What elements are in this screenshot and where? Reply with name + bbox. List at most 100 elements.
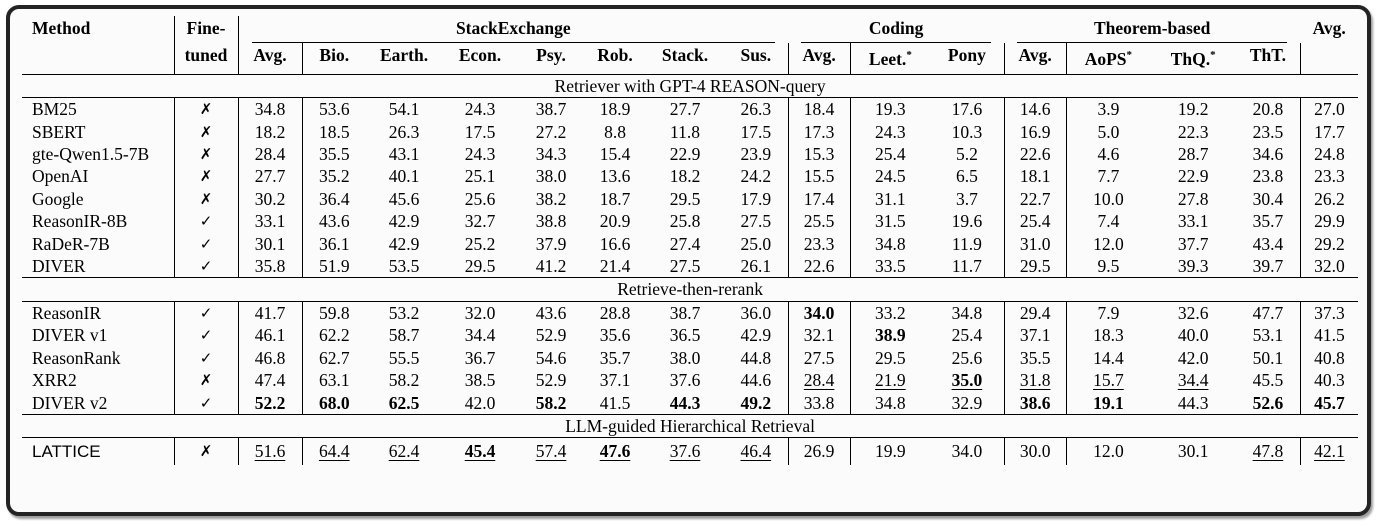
metric-cell: 30.4 <box>1236 188 1300 210</box>
metric-value: 36.7 <box>464 347 496 368</box>
column-header: Psy. <box>518 43 584 75</box>
table-row: DIVER ✓ 35.8 51.9 53.5 29.5 41.2 21.4 27.5 26.1 22… <box>22 255 1359 278</box>
metric-cell: 62.4 <box>366 438 442 466</box>
metric-value: 17.3 <box>803 121 835 142</box>
metric-cell: 42.9 <box>366 233 442 255</box>
metric-value: 25.4 <box>1019 211 1051 232</box>
metric-cell: 29.9 <box>1299 210 1359 233</box>
method-name: ReasonIR-8B <box>32 211 128 232</box>
metric-value: 18.2 <box>254 121 286 142</box>
metric-value: 51.9 <box>318 256 350 277</box>
metric-cell: 53.1 <box>1236 324 1300 346</box>
metric-cell: 16.9 <box>1003 120 1067 144</box>
metric-value: 32.7 <box>464 211 496 232</box>
metric-value: 19.9 <box>875 441 906 462</box>
metric-value: 24.2 <box>740 166 772 187</box>
metric-value: 12.0 <box>1093 233 1124 254</box>
metric-value: 29.5 <box>669 188 701 209</box>
group-label: StackExchange <box>251 16 776 43</box>
metric-cell: 24.2 <box>724 165 788 187</box>
metric-value: 38.7 <box>535 99 567 120</box>
metric-cell: 43.4 <box>1236 233 1300 255</box>
metric-value: 44.3 <box>669 392 701 413</box>
metric-cell: 10.3 <box>930 121 1004 143</box>
metric-value: 34.6 <box>1252 144 1284 165</box>
metric-cell: 34.4 <box>1150 369 1236 391</box>
metric-cell: 19.6 <box>930 210 1004 232</box>
metric-value: 21.4 <box>599 256 631 277</box>
metric-cell: 25.4 <box>1003 210 1067 233</box>
metric-cell: 25.4 <box>930 324 1004 346</box>
metric-cell: 42.9 <box>724 324 788 346</box>
metric-value: 40.1 <box>388 166 420 187</box>
metric-cell: 58.7 <box>366 324 442 346</box>
table-row: gte-Qwen1.5-7B ✗ 28.4 35.5 43.1 24.3 34.3 15.4 2… <box>22 143 1359 166</box>
metric-cell: 22.9 <box>646 143 724 165</box>
metric-cell: 23.9 <box>724 143 788 165</box>
metric-value: 34.8 <box>951 302 983 323</box>
metric-cell: 45.4 <box>442 438 518 466</box>
metric-cell: 25.6 <box>442 188 518 210</box>
metric-cell: 30.1 <box>237 232 302 256</box>
metric-value: 19.1 <box>1093 392 1124 413</box>
metric-cell: 42.9 <box>366 210 442 232</box>
metric-value: 28.4 <box>803 370 835 391</box>
metric-cell: 27.8 <box>1150 188 1236 210</box>
metric-cell: 22.6 <box>1003 143 1067 166</box>
checkmark-icon: ✓ <box>173 210 238 233</box>
metric-value: 27.7 <box>254 166 286 187</box>
metric-cell: 36.5 <box>646 324 724 346</box>
metric-value: 35.5 <box>1019 347 1051 368</box>
metric-cell: 35.7 <box>1236 210 1300 232</box>
metric-value: 38.0 <box>669 347 701 368</box>
metric-cell: 33.5 <box>849 255 931 278</box>
metric-value: 27.4 <box>669 233 701 254</box>
metric-value: 30.0 <box>1019 441 1051 462</box>
table-row: ReasonRank ✓ 46.8 62.7 55.5 36.7 54.6 35.7 38.0 4… <box>22 346 1359 370</box>
table-row: OpenAI ✗ 27.7 35.2 40.1 25.1 38.0 13.6 18.2 24.2 1… <box>22 165 1359 188</box>
metric-cell: 32.6 <box>1150 301 1236 324</box>
metric-value: 59.8 <box>318 302 350 323</box>
metric-value: 18.4 <box>803 99 835 120</box>
metric-value: 16.6 <box>599 233 631 254</box>
metric-value: 22.3 <box>1177 121 1209 142</box>
metric-value: 25.0 <box>740 233 772 254</box>
metric-cell: 37.7 <box>1150 233 1236 255</box>
metric-cell: 53.6 <box>301 97 366 121</box>
metric-value: 21.9 <box>875 370 906 391</box>
metric-cell: 40.8 <box>1299 346 1359 370</box>
crossmark-icon: ✗ <box>173 369 238 392</box>
section-title: Retriever with GPT-4 REASON-query <box>22 73 1359 99</box>
metric-value: 45.6 <box>388 188 420 209</box>
column-header: Econ. <box>442 43 518 75</box>
metric-cell: 68.0 <box>301 391 366 415</box>
metric-cell: 9.5 <box>1065 255 1151 278</box>
metric-value: 5.2 <box>955 144 978 165</box>
metric-cell: 37.3 <box>1299 301 1359 325</box>
metric-value: 25.5 <box>803 211 835 232</box>
metric-value: 40.8 <box>1314 347 1345 368</box>
metric-cell: 37.1 <box>584 369 646 391</box>
metric-value: 18.7 <box>599 188 631 209</box>
metric-cell: 12.0 <box>1065 232 1151 256</box>
metric-cell: 44.8 <box>724 347 788 369</box>
metric-value: 22.9 <box>669 144 701 165</box>
metric-value: 42.0 <box>1177 347 1209 368</box>
checkmark-icon: ✓ <box>173 391 238 415</box>
metric-value: 15.7 <box>1093 370 1124 391</box>
metric-cell: 13.6 <box>584 165 646 187</box>
metric-value: 49.2 <box>740 392 772 413</box>
metric-cell: 29.5 <box>1003 255 1067 278</box>
metric-value: 27.7 <box>669 99 701 120</box>
metric-cell: 58.2 <box>366 369 442 391</box>
metric-cell: 23.8 <box>1236 165 1300 187</box>
metric-cell: 16.6 <box>584 233 646 255</box>
metric-cell: 25.1 <box>442 165 518 187</box>
metric-value: 19.6 <box>951 211 983 232</box>
metric-value: 30.1 <box>254 233 286 254</box>
metric-value: 43.6 <box>535 302 567 323</box>
metric-cell: 31.5 <box>849 210 931 233</box>
metric-value: 7.7 <box>1097 166 1120 187</box>
metric-value: 17.4 <box>803 188 835 209</box>
metric-cell: 46.8 <box>237 346 302 370</box>
